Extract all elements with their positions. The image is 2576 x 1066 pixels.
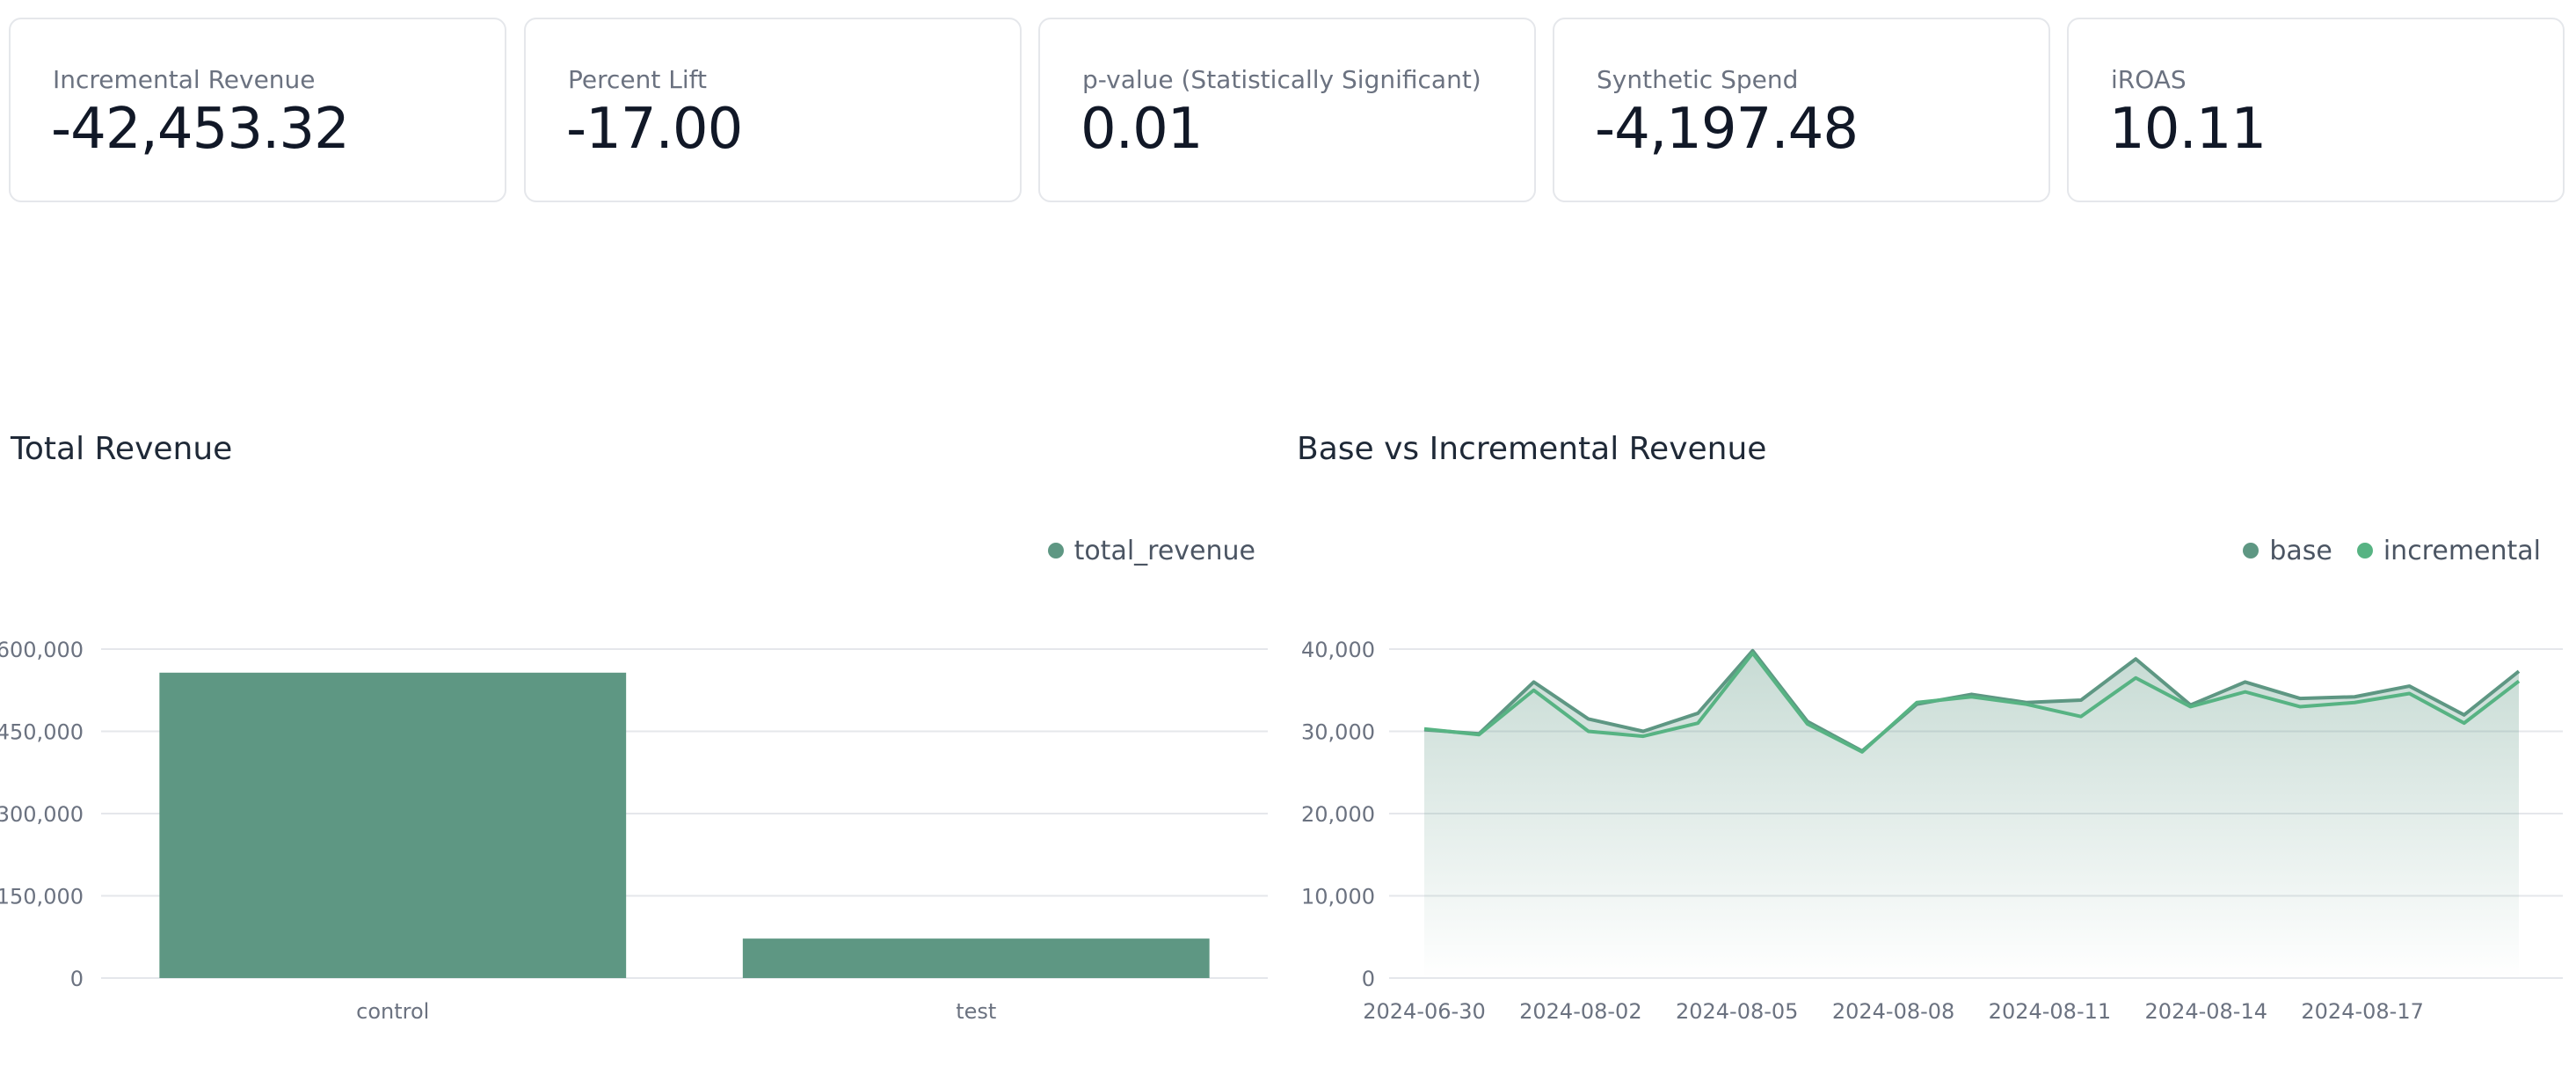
x-tick-label: 2024-08-17: [2301, 999, 2423, 1024]
kpi-label: iROAS: [2111, 65, 2187, 94]
x-tick-label: test: [956, 999, 996, 1024]
legend-dot: [2243, 543, 2259, 559]
y-tick-label: 20,000: [1301, 802, 1375, 827]
kpi-row: Incremental Revenue -42,453.32 Percent L…: [9, 18, 2567, 204]
legend-total-revenue: total_revenue: [1047, 533, 1255, 568]
legend-label: base: [2269, 535, 2332, 566]
line-incremental: [1423, 651, 2521, 754]
legend-item-incremental[interactable]: incremental: [2356, 535, 2541, 566]
chart-title-base-vs-incremental: Base vs Incremental Revenue: [1297, 431, 1767, 467]
area-base: [1424, 650, 2519, 978]
y-tick-label: 0: [70, 967, 84, 991]
legend-dot: [2356, 543, 2373, 559]
kpi-value: -17.00: [566, 97, 743, 162]
line-base: [1423, 648, 2521, 753]
legend-item-base[interactable]: base: [2243, 536, 2332, 566]
bar-control: [159, 672, 627, 978]
kpi-value: -42,453.32: [51, 97, 350, 162]
kpi-label: Synthetic Spend: [1597, 65, 1799, 94]
legend-item-total-revenue[interactable]: total_revenue: [1047, 535, 1255, 566]
x-tick-label: 2024-08-02: [1519, 999, 1641, 1024]
bar-test: [742, 938, 1210, 978]
x-tick-label: control: [356, 999, 429, 1024]
y-tick-label: 40,000: [1301, 638, 1375, 662]
chart-title-total-revenue: Total Revenue: [11, 431, 233, 467]
x-tick-label: 2024-08-05: [1676, 999, 1798, 1024]
kpi-card-synthetic-spend: Synthetic Spend -4,197.48: [1553, 18, 2050, 202]
kpi-card-p-value: p-value (Statistically Significant) 0.01: [1038, 18, 1536, 202]
legend-dot: [1047, 543, 1064, 559]
kpi-label: p-value (Statistically Significant): [1082, 65, 1481, 94]
legend-label: incremental: [2383, 535, 2541, 566]
y-tick-label: 10,000: [1301, 885, 1375, 909]
kpi-card-iroas: iROAS 10.11: [2067, 18, 2565, 202]
x-tick-label: 2024-08-11: [1989, 999, 2111, 1024]
kpi-value: 0.01: [1081, 97, 1203, 162]
kpi-card-incremental-revenue: Incremental Revenue -42,453.32: [9, 18, 506, 202]
x-tick-label: 2024-06-30: [1363, 999, 1485, 1024]
y-tick-label: 600,000: [0, 638, 84, 662]
kpi-value: -4,197.48: [1595, 97, 1859, 162]
x-tick-label: 2024-08-14: [2145, 999, 2267, 1024]
kpi-value: 10.11: [2109, 97, 2267, 162]
bar-chart-total-revenue: 0 150,000 300,000 450,000 600,000 control test: [0, 638, 1268, 1024]
legend-base-vs-incremental: base incremental: [2243, 533, 2541, 568]
legend-label: total_revenue: [1073, 535, 1255, 566]
y-tick-label: 0: [1362, 967, 1375, 991]
kpi-label: Incremental Revenue: [53, 65, 316, 94]
y-tick-label: 450,000: [0, 720, 84, 745]
kpi-card-percent-lift: Percent Lift -17.00: [524, 18, 1022, 202]
x-tick-label: 2024-08-08: [1832, 999, 1954, 1024]
kpi-label: Percent Lift: [568, 65, 707, 94]
y-tick-label: 300,000: [0, 802, 84, 827]
y-tick-label: 30,000: [1301, 720, 1375, 745]
y-tick-label: 150,000: [0, 885, 84, 909]
area-chart-base-vs-incremental: 0 10,000 20,000 30,000 40,000 2024-06-30 2024-…: [1301, 638, 2563, 1024]
